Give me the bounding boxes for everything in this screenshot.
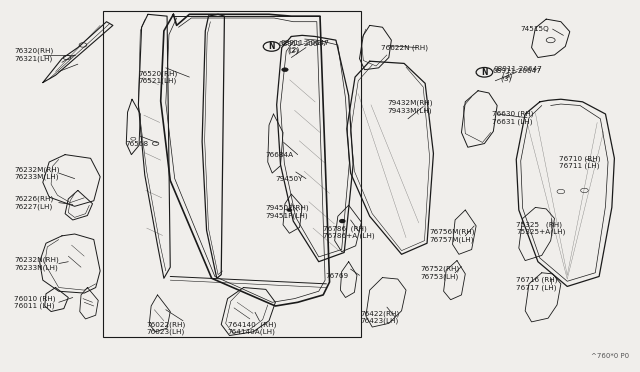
Text: 75325   (RH)
75325+A(LH): 75325 (RH) 75325+A(LH): [516, 221, 566, 235]
Text: 76022(RH)
76023(LH): 76022(RH) 76023(LH): [147, 321, 186, 335]
Text: 764140  (RH)
764140A(LH): 764140 (RH) 764140A(LH): [228, 321, 276, 335]
Text: 76010 (RH)
76011 (LH): 76010 (RH) 76011 (LH): [14, 295, 56, 309]
Text: 76422(RH)
76423(LH): 76422(RH) 76423(LH): [360, 310, 399, 324]
Circle shape: [287, 209, 292, 211]
Text: 08911-20647
    (3): 08911-20647 (3): [493, 65, 542, 79]
Text: N: N: [268, 42, 275, 51]
Text: 76320(RH)
76321(LH): 76320(RH) 76321(LH): [14, 48, 53, 62]
Text: 79450P(RH)
79451P(LH): 79450P(RH) 79451P(LH): [266, 205, 310, 219]
Text: 76684A: 76684A: [266, 152, 294, 158]
Text: 76622N (RH): 76622N (RH): [381, 44, 428, 51]
Text: 76568: 76568: [125, 141, 148, 147]
Text: 76226(RH)
76227(LH): 76226(RH) 76227(LH): [14, 196, 53, 209]
Text: 76232M(RH)
76233M(LH): 76232M(RH) 76233M(LH): [14, 166, 60, 180]
Text: 74515Q: 74515Q: [521, 26, 550, 32]
Text: 08911-20647
    (3): 08911-20647 (3): [492, 68, 541, 82]
Circle shape: [282, 68, 288, 71]
Text: N: N: [481, 68, 488, 77]
Text: 79450Y: 79450Y: [275, 176, 303, 182]
Text: 79432M(RH)
79433M(LH): 79432M(RH) 79433M(LH): [387, 100, 433, 113]
Text: 08911-20647
    (2): 08911-20647 (2): [278, 41, 328, 54]
Text: 76520(RH)
76521(LH): 76520(RH) 76521(LH): [138, 70, 178, 84]
Text: 76232N(RH)
76233N(LH): 76232N(RH) 76233N(LH): [14, 257, 59, 270]
Bar: [103, 11, 362, 337]
Text: 76752(RH)
76753(LH): 76752(RH) 76753(LH): [420, 266, 460, 280]
Text: ^760*0 P0: ^760*0 P0: [591, 353, 629, 359]
Text: 08911-20647
    (2): 08911-20647 (2): [280, 40, 330, 53]
Text: 76710 (RH)
76711 (LH): 76710 (RH) 76711 (LH): [559, 155, 600, 169]
Text: 76786  (RH)
76786+A (LH): 76786 (RH) 76786+A (LH): [323, 225, 375, 239]
Text: 76630 (RH)
76631 (LH): 76630 (RH) 76631 (LH): [492, 111, 534, 125]
Circle shape: [340, 219, 345, 222]
Text: 76756M(RH)
76757M(LH): 76756M(RH) 76757M(LH): [429, 229, 475, 243]
Text: 76716 (RH)
76717 (LH): 76716 (RH) 76717 (LH): [516, 277, 558, 291]
Text: 76769: 76769: [325, 273, 348, 279]
